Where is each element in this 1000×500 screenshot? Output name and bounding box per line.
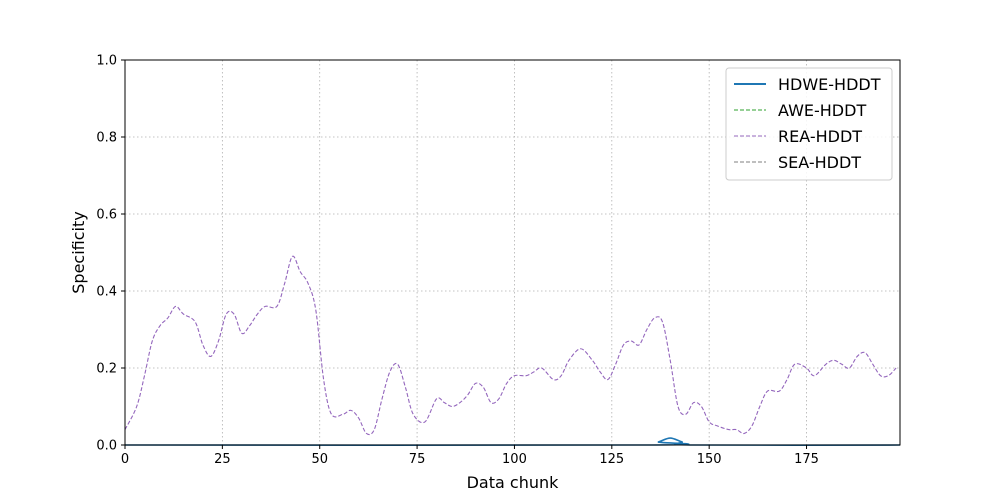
x-tick-label: 175	[794, 452, 819, 467]
legend: HDWE-HDDT AWE-HDDT REA-HDDT SEA-HDDT	[725, 67, 893, 181]
y-tick-label: 0.0	[96, 439, 117, 454]
legend-label-hdwe-hddt: HDWE-HDDT	[778, 75, 881, 94]
x-tick-label: 150	[697, 452, 722, 467]
x-tick-label: 25	[214, 452, 231, 467]
y-tick-label: 0.4	[96, 285, 117, 300]
y-tick-label: 0.8	[96, 131, 117, 146]
series-line-rea-hddt	[124, 255, 897, 436]
x-tick-label: 50	[311, 452, 328, 467]
x-tick-label: 0	[121, 452, 129, 467]
legend-label-rea-hddt: REA-HDDT	[778, 127, 862, 146]
tick-layer: 0 25 50 75 100 125 150 175 0.0 0.2 0.4 0.6 0.8 1.0	[96, 54, 819, 468]
series-layer	[124, 255, 901, 447]
y-axis-label: Specificity	[69, 211, 88, 293]
x-tick-label: 125	[599, 452, 624, 467]
x-tick-label: 75	[409, 452, 426, 467]
x-tick-label: 100	[502, 452, 527, 467]
series-line-hdwe-hddt	[124, 437, 901, 447]
plot-frame	[124, 59, 901, 446]
y-tick-label: 0.6	[96, 208, 117, 223]
x-axis-label: Data chunk	[467, 473, 560, 492]
legend-label-awe-hddt: AWE-HDDT	[778, 101, 866, 120]
legend-label-sea-hddt: SEA-HDDT	[778, 153, 861, 172]
legend-box	[725, 67, 893, 181]
y-tick-label: 1.0	[96, 54, 117, 69]
y-tick-label: 0.2	[96, 362, 117, 377]
